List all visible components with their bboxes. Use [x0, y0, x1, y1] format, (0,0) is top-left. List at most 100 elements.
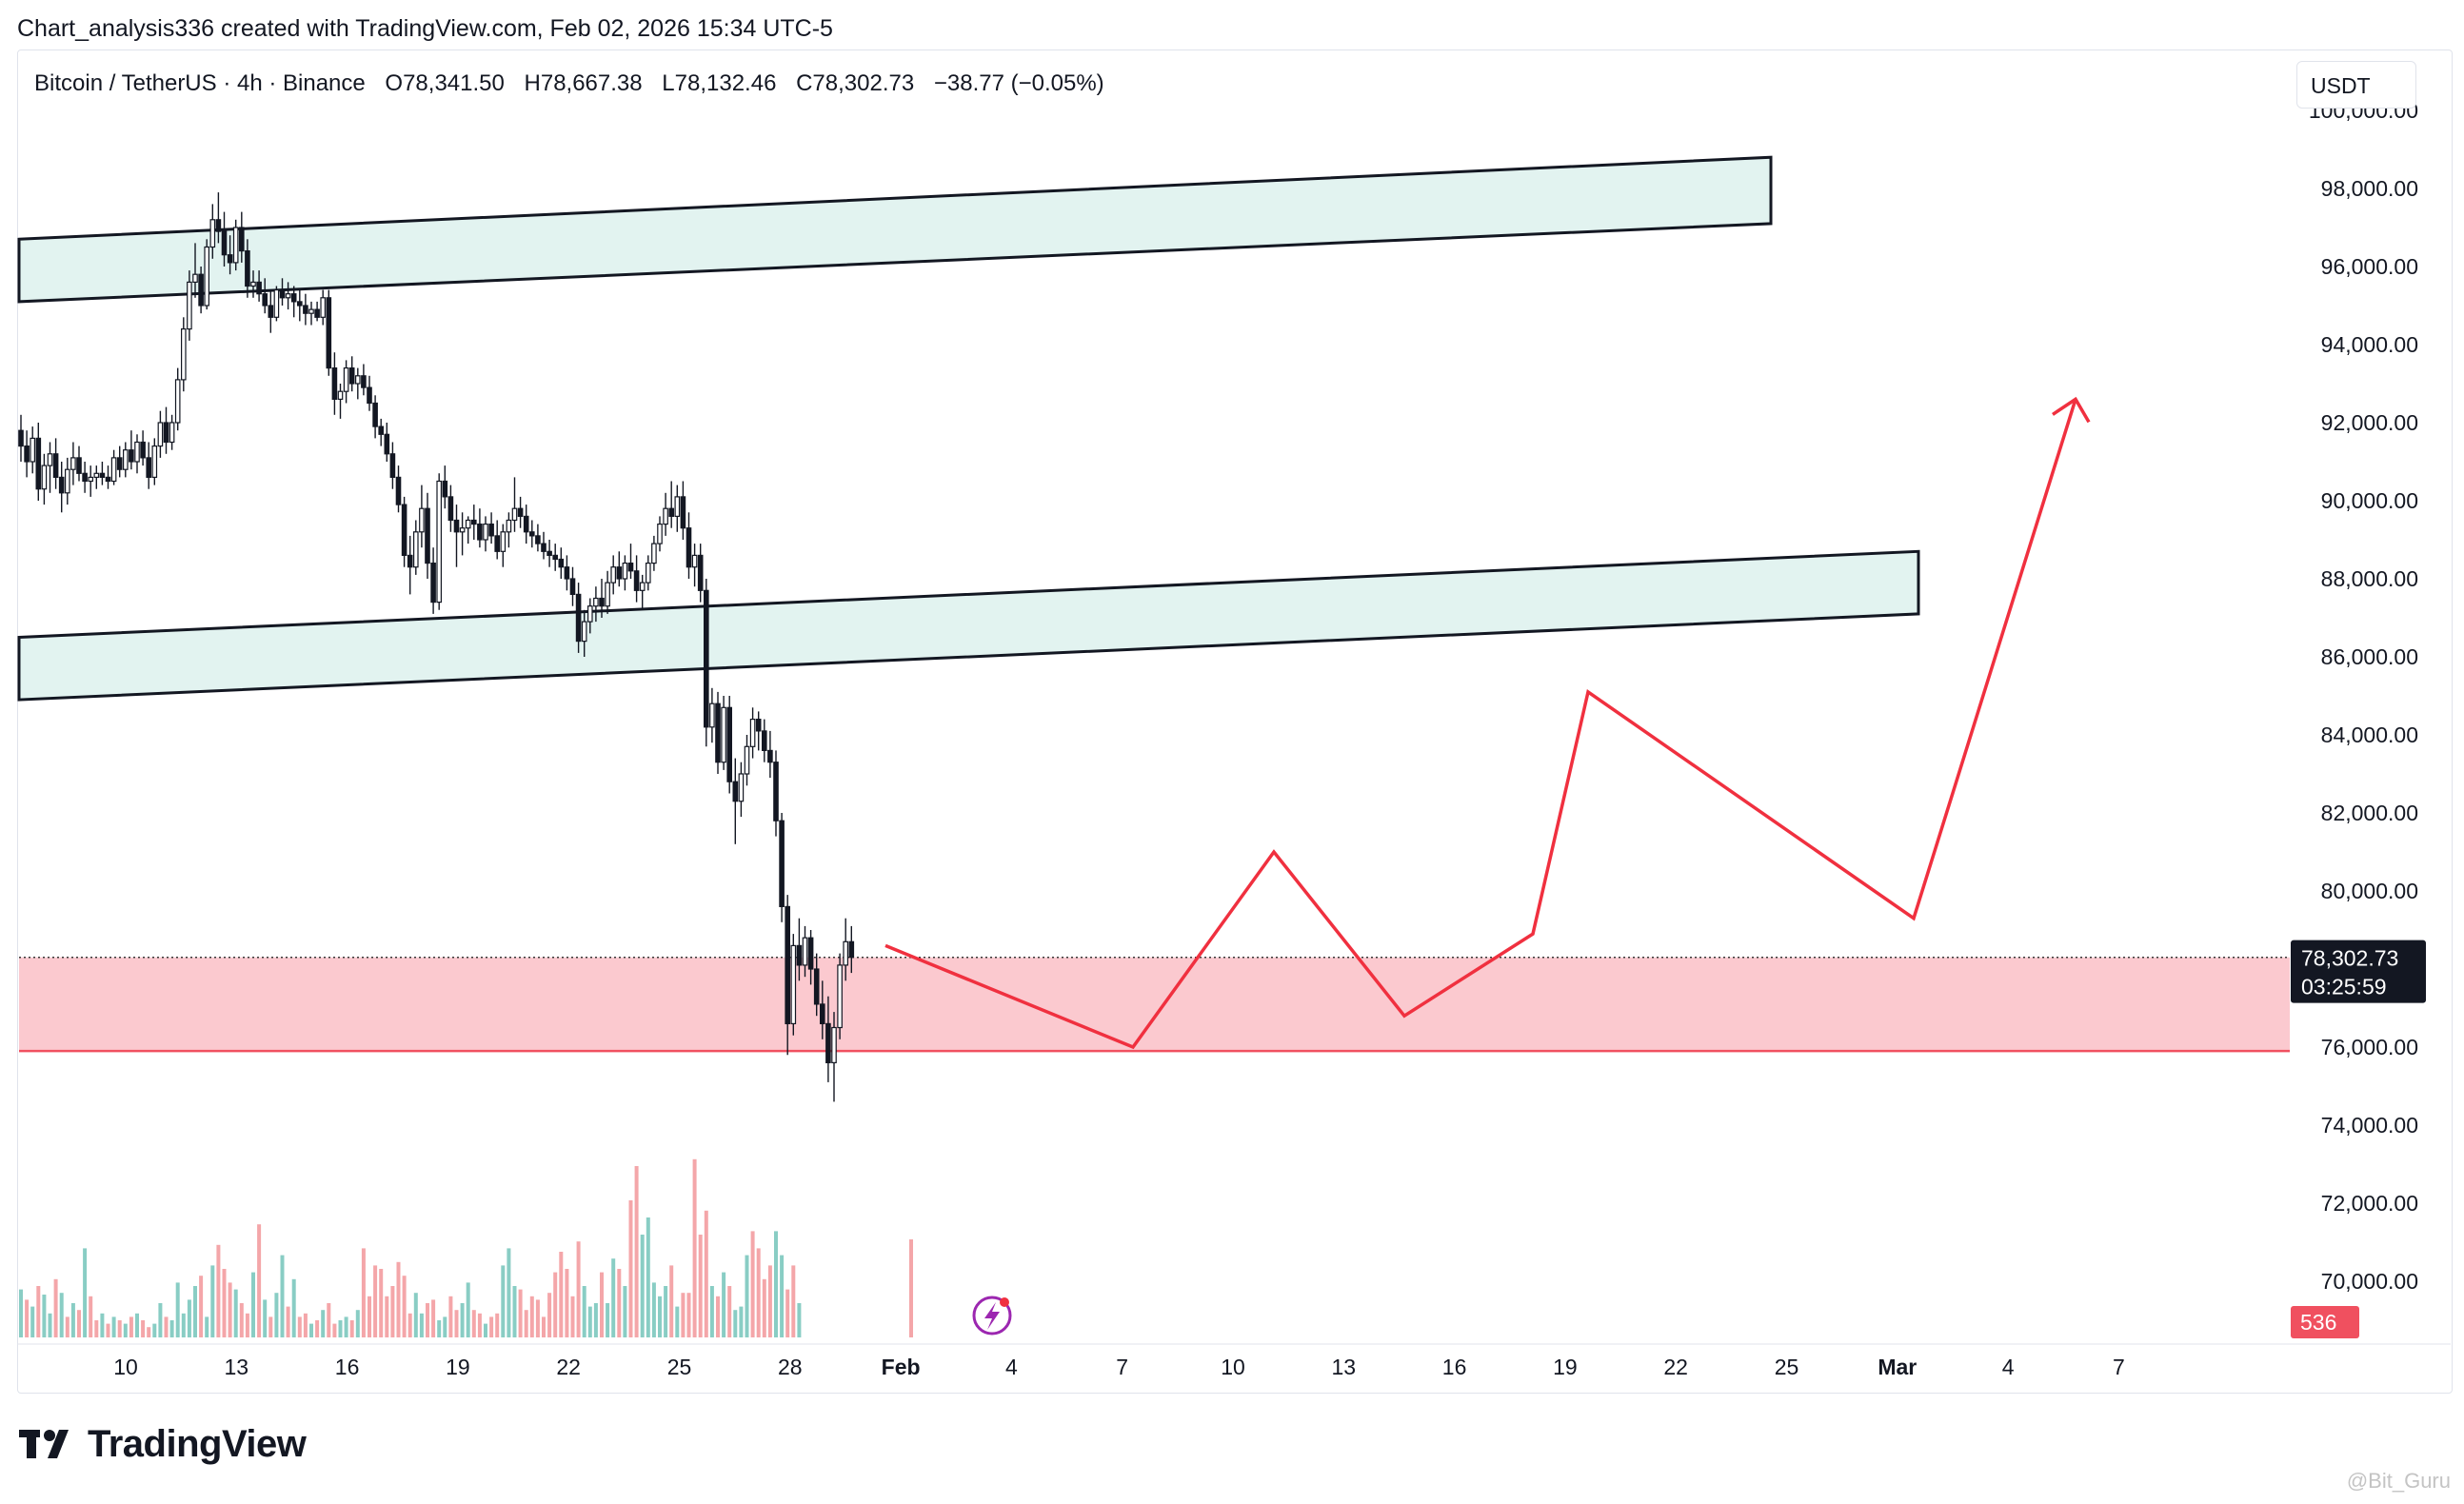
candle-body — [453, 519, 460, 533]
price-tick-label: 84,000.00 — [2321, 722, 2418, 747]
time-tick-label: 25 — [667, 1355, 692, 1379]
candle-body — [35, 437, 42, 490]
volume-bar — [606, 1303, 610, 1337]
candle-body — [129, 449, 134, 463]
candle-body — [442, 480, 448, 498]
volume-bar — [646, 1217, 650, 1337]
price-tick-label: 88,000.00 — [2321, 566, 2418, 591]
volume-bar — [239, 1303, 244, 1337]
volume-bar — [303, 1313, 308, 1337]
zones-layer — [17, 155, 2290, 1053]
last-price-value: 78,302.73 — [2301, 946, 2398, 971]
candle-body — [169, 422, 175, 444]
volume-bar — [175, 1282, 180, 1337]
symbol-legend[interactable]: Bitcoin / TetherUS · 4h · Binance O78,34… — [34, 70, 1118, 97]
volume-bar — [169, 1320, 174, 1337]
candle-body — [738, 773, 745, 802]
volume-bar — [426, 1303, 429, 1337]
candle-body — [605, 582, 610, 607]
candle-body — [813, 968, 820, 1005]
volume-bar — [222, 1269, 227, 1337]
volume-bar — [385, 1296, 389, 1337]
volume-bar — [419, 1313, 424, 1337]
volume-bar — [187, 1299, 191, 1337]
candle-body — [303, 305, 308, 314]
candle-body — [187, 281, 192, 330]
chart-frame[interactable] — [17, 49, 2453, 1394]
volume-bar — [25, 1299, 30, 1337]
countdown-value: 03:25:59 — [2301, 975, 2387, 999]
volume-bar — [471, 1310, 476, 1337]
volume-bar — [570, 1296, 575, 1337]
tradingview-brand[interactable]: TradingView — [19, 1423, 307, 1466]
candle-body — [779, 820, 785, 908]
candle-body — [378, 425, 385, 435]
candle-body — [140, 441, 146, 459]
candle-body — [47, 453, 53, 466]
time-tick-label: 4 — [2002, 1355, 2015, 1379]
currency-button[interactable]: USDT — [2296, 61, 2416, 109]
candle-body — [250, 281, 256, 287]
volume-bar — [147, 1327, 151, 1337]
candle-body — [500, 531, 507, 552]
volume-bar — [199, 1276, 204, 1337]
candle-body — [755, 718, 762, 732]
candle-body — [541, 543, 546, 552]
volume-bar — [443, 1316, 447, 1337]
candle-body — [123, 449, 129, 470]
volume-bar — [373, 1265, 378, 1337]
candle-body — [558, 558, 565, 568]
candle-body — [30, 437, 36, 463]
price-axis[interactable]: 70,000.0072,000.0074,000.0076,000.0078,0… — [2309, 98, 2418, 1294]
candle-body — [709, 703, 715, 728]
candle-body — [425, 507, 430, 564]
volume-bar — [797, 1303, 802, 1337]
volume-bar — [263, 1299, 268, 1337]
candle-body — [843, 940, 849, 966]
time-axis[interactable]: 10 13 16 19 22 25 28 Feb 4 7 10 13 16 19 22 25 Mar 4 7 — [17, 1343, 2451, 1379]
volume-bar — [709, 1286, 714, 1337]
candle-body — [413, 531, 419, 568]
volume-bar — [251, 1272, 255, 1337]
volume-bar — [379, 1269, 384, 1337]
candle-body — [348, 367, 355, 385]
volume-bar — [529, 1296, 534, 1337]
candle-body — [157, 422, 164, 447]
volume-bar — [750, 1231, 755, 1337]
volume-bar — [36, 1286, 41, 1337]
price-tick-label: 82,000.00 — [2321, 801, 2418, 825]
volume-bar — [309, 1323, 313, 1337]
price-tick-label: 74,000.00 — [2321, 1113, 2418, 1138]
ohlc-high: H78,667.38 — [524, 70, 643, 96]
candle-body — [58, 476, 65, 494]
candle-body — [807, 937, 814, 970]
volume-bar — [268, 1316, 273, 1337]
volume-bar — [361, 1248, 366, 1337]
candle-body — [151, 445, 158, 479]
volume-bar — [477, 1313, 482, 1337]
volume-bar — [42, 1295, 47, 1337]
candle-body — [308, 308, 314, 314]
volume-bar — [402, 1276, 407, 1337]
projection-arrowhead — [2052, 396, 2091, 424]
volume-bar — [733, 1310, 738, 1337]
volume-bar — [507, 1248, 511, 1337]
volume-bar — [524, 1310, 528, 1337]
time-tick-label: 13 — [1332, 1355, 1357, 1379]
candle-body — [372, 402, 378, 427]
volume-bar — [658, 1296, 662, 1337]
candle-body — [848, 940, 855, 959]
volume-bar — [48, 1313, 52, 1337]
volume-bar — [448, 1296, 453, 1337]
candle-body — [88, 476, 94, 483]
candle-body — [686, 527, 692, 568]
volume-bar — [228, 1282, 232, 1337]
candle-body — [593, 597, 599, 607]
volume-bar — [297, 1316, 302, 1337]
candle-body — [802, 937, 808, 966]
candle-body — [256, 281, 262, 295]
volume-bar — [640, 1235, 645, 1337]
candle-body — [517, 507, 524, 518]
volume-bar — [542, 1316, 546, 1337]
